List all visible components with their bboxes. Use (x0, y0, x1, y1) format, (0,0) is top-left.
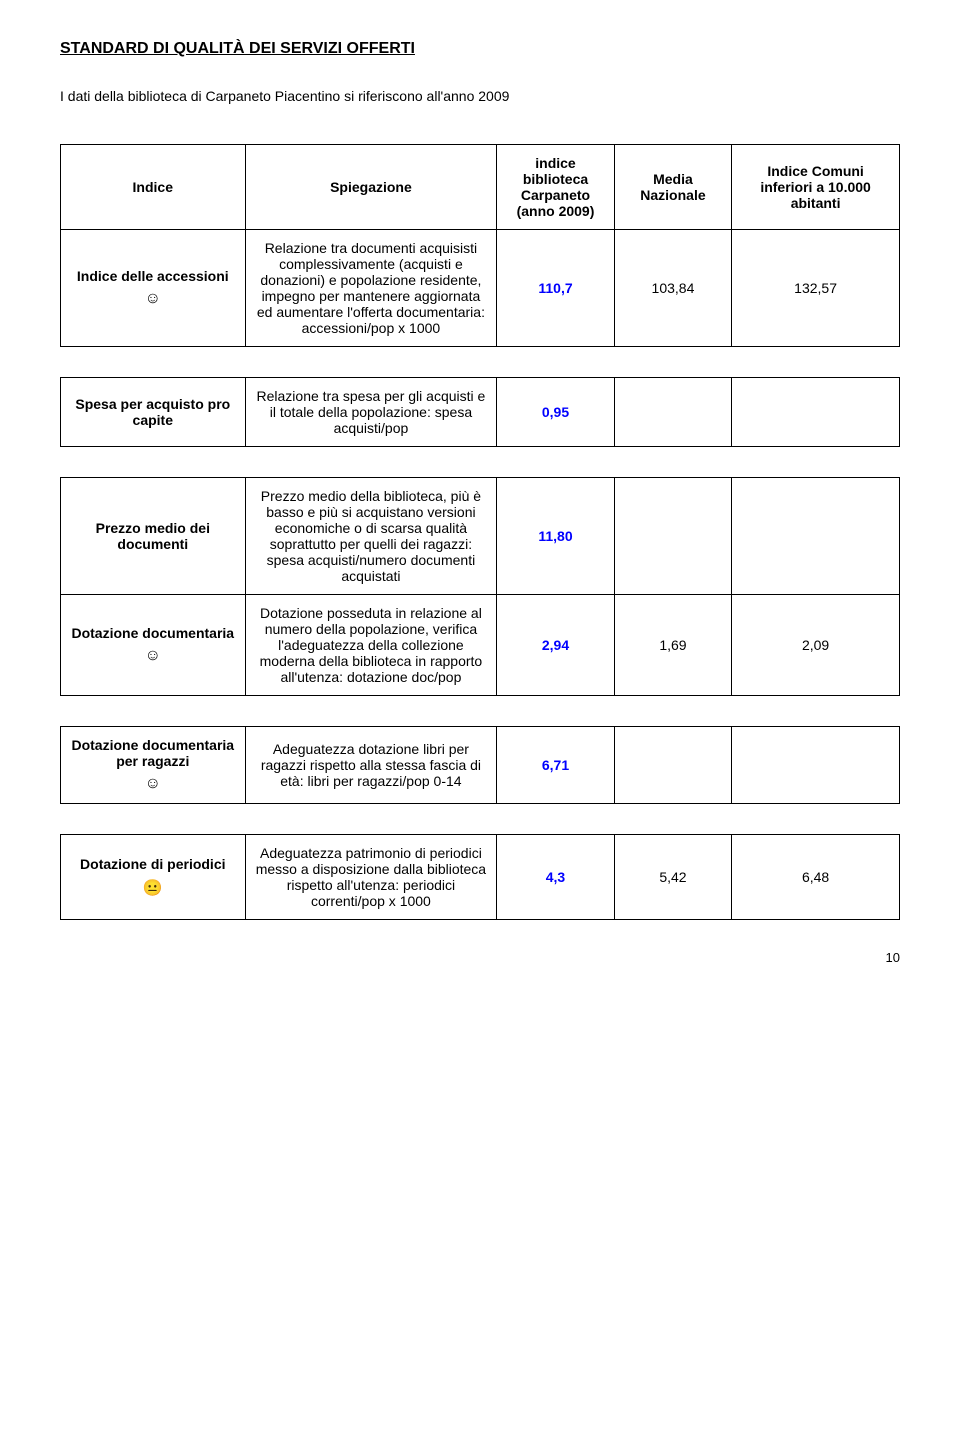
val-accessioni: 110,7 (497, 230, 614, 347)
val-dotazione: 2,94 (497, 595, 614, 696)
val-periodici: 4,3 (497, 835, 614, 920)
row-periodici: Dotazione di periodici 😐 Adeguatezza pat… (61, 835, 900, 920)
media-dot-ragazzi (614, 727, 731, 804)
media-periodici: 5,42 (614, 835, 731, 920)
smiley-icon: ☺ (69, 647, 237, 665)
hdr-media: Media Nazionale (614, 145, 731, 230)
table-2: Spesa per acquisto pro capite Relazione … (60, 377, 900, 447)
idx-prezzo: Prezzo medio dei documenti (61, 478, 246, 595)
intro-text: I dati della biblioteca di Carpaneto Pia… (60, 88, 900, 104)
val-prezzo: 11,80 (497, 478, 614, 595)
row-dotazione: Dotazione documentaria ☺ Dotazione posse… (61, 595, 900, 696)
idx-accessioni-label: Indice delle accessioni (77, 268, 229, 284)
idx-accessioni: Indice delle accessioni ☺ (61, 230, 246, 347)
spieg-spesa: Relazione tra spesa per gli acquisti e i… (245, 378, 497, 447)
row-dotazione-ragazzi: Dotazione documentaria per ragazzi ☺ Ade… (61, 727, 900, 804)
idx-dot-ragazzi: Dotazione documentaria per ragazzi ☺ (61, 727, 246, 804)
smiley-icon: ☺ (69, 775, 237, 793)
spieg-periodici: Adeguatezza patrimonio di periodici mess… (245, 835, 497, 920)
media-accessioni: 103,84 (614, 230, 731, 347)
comuni-dot-ragazzi (732, 727, 900, 804)
idx-periodici: Dotazione di periodici 😐 (61, 835, 246, 920)
val-spesa: 0,95 (497, 378, 614, 447)
row-spesa: Spesa per acquisto pro capite Relazione … (61, 378, 900, 447)
media-spesa (614, 378, 731, 447)
table-5: Dotazione di periodici 😐 Adeguatezza pat… (60, 834, 900, 920)
comuni-prezzo (732, 478, 900, 595)
table-3: Prezzo medio dei documenti Prezzo medio … (60, 477, 900, 696)
neutral-face-icon: 😐 (69, 878, 237, 898)
row-accessioni: Indice delle accessioni ☺ Relazione tra … (61, 230, 900, 347)
hdr-comuni: Indice Comuni inferiori a 10.000 abitant… (732, 145, 900, 230)
spieg-accessioni: Relazione tra documenti acquisisti compl… (245, 230, 497, 347)
val-dot-ragazzi: 6,71 (497, 727, 614, 804)
comuni-periodici: 6,48 (732, 835, 900, 920)
media-dotazione: 1,69 (614, 595, 731, 696)
hdr-val: indice biblioteca Carpaneto (anno 2009) (497, 145, 614, 230)
table-4: Dotazione documentaria per ragazzi ☺ Ade… (60, 726, 900, 804)
idx-dotazione-label: Dotazione documentaria (71, 625, 234, 641)
spieg-dot-ragazzi: Adeguatezza dotazione libri per ragazzi … (245, 727, 497, 804)
hdr-spiegazione: Spiegazione (245, 145, 497, 230)
idx-spesa: Spesa per acquisto pro capite (61, 378, 246, 447)
comuni-dotazione: 2,09 (732, 595, 900, 696)
table-1: Indice Spiegazione indice biblioteca Car… (60, 144, 900, 347)
media-prezzo (614, 478, 731, 595)
hdr-indice: Indice (61, 145, 246, 230)
comuni-accessioni: 132,57 (732, 230, 900, 347)
header-row: Indice Spiegazione indice biblioteca Car… (61, 145, 900, 230)
spieg-prezzo: Prezzo medio della biblioteca, più è bas… (245, 478, 497, 595)
idx-dot-ragazzi-label: Dotazione documentaria per ragazzi (71, 737, 234, 769)
page-number: 10 (60, 950, 900, 965)
page-title: STANDARD DI QUALITÀ DEI SERVIZI OFFERTI (60, 40, 900, 58)
spieg-dotazione: Dotazione posseduta in relazione al nume… (245, 595, 497, 696)
smiley-icon: ☺ (69, 290, 237, 308)
row-prezzo: Prezzo medio dei documenti Prezzo medio … (61, 478, 900, 595)
idx-periodici-label: Dotazione di periodici (80, 856, 225, 872)
comuni-spesa (732, 378, 900, 447)
idx-dotazione: Dotazione documentaria ☺ (61, 595, 246, 696)
